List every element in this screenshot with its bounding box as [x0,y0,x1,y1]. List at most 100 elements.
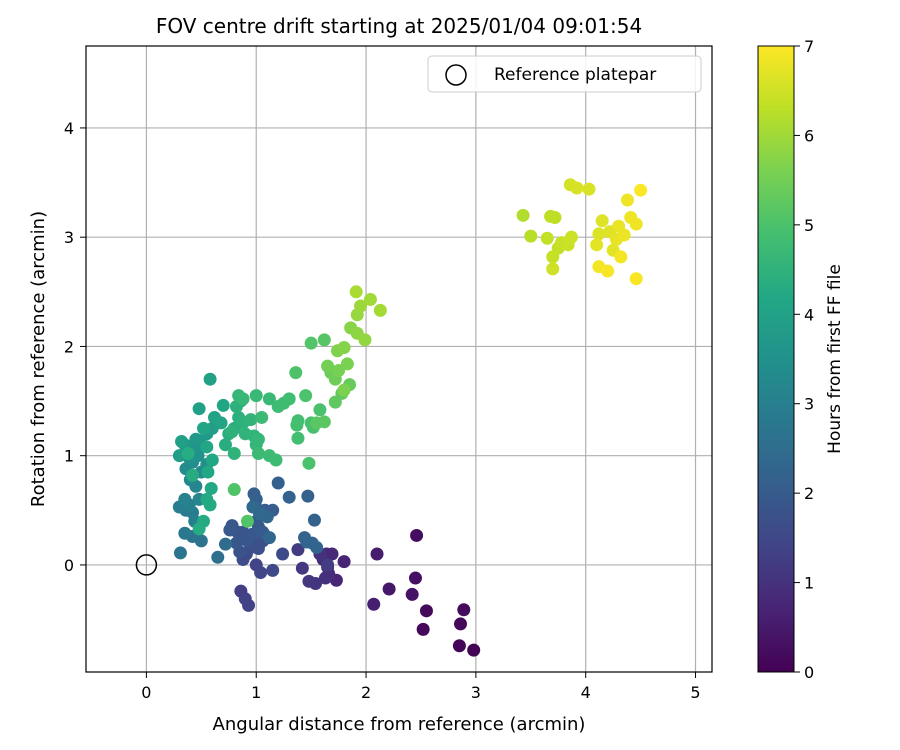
data-point [337,383,351,397]
data-point [289,366,303,380]
colorbar-tick-label: 4 [804,305,814,324]
data-point [358,333,372,347]
data-point [266,563,280,577]
data-point [173,546,187,560]
reference-platepar-marker [135,554,158,576]
data-point [197,421,211,435]
y-tick-label: 1 [64,447,74,466]
data-point [214,416,228,430]
data-point [238,592,252,606]
data-point [601,264,615,278]
chart-title: FOV centre drift starting at 2025/01/04 … [156,14,642,38]
data-point [540,231,554,245]
data-point [617,228,631,242]
colorbar-label: Hours from first FF file [825,264,845,454]
data-point [269,453,283,467]
x-tick-label: 5 [690,683,700,702]
data-point [307,513,321,527]
data-point [620,193,634,207]
data-point [290,418,304,432]
data-point [321,558,335,572]
data-point [282,490,296,504]
data-point [592,227,606,241]
data-point [302,456,316,470]
data-point [370,547,384,561]
data-point [408,571,422,585]
data-point [244,413,258,427]
data-point [452,639,466,653]
data-point [614,250,628,264]
data-point [363,292,377,306]
x-axis-label: Angular distance from reference (arcmin) [213,714,586,735]
data-point [629,272,643,286]
colorbar-tick-label: 0 [804,663,814,682]
data-point [218,537,232,551]
data-point [313,403,327,417]
legend-box [427,55,702,93]
data-point [246,500,260,514]
data-point [524,229,538,243]
data-point [301,489,315,503]
data-point [262,392,276,406]
data-point [295,561,309,575]
legend-label: Reference platepar [494,65,656,85]
data-point [300,535,314,549]
data-point [291,431,305,445]
x-tick-label: 3 [471,683,481,702]
data-point [227,483,241,497]
colorbar-tick-label: 7 [804,37,814,56]
data-point [216,398,230,412]
data-point [181,447,195,461]
data-point [367,597,381,611]
data-point [546,262,560,276]
data-point [225,425,239,439]
x-tick-label: 2 [361,683,371,702]
x-tick-label: 4 [581,683,591,702]
colorbar-tick-label: 5 [804,216,814,235]
y-tick-label: 2 [64,337,74,356]
data-point [354,299,368,313]
data-point [595,214,609,228]
data-point [317,415,331,429]
data-point [570,181,584,195]
data-point [255,410,269,424]
data-point [337,341,351,355]
data-point [282,392,296,406]
data-point [249,389,263,403]
y-axis-label: Rotation from reference (arcmin) [28,211,49,507]
x-tick-label: 1 [251,683,261,702]
data-point [251,432,265,446]
data-point [189,432,203,446]
data-point [218,438,232,452]
data-point [291,543,305,557]
data-point [590,238,604,252]
data-point [349,285,363,299]
data-point [302,574,316,588]
data-point [192,522,206,536]
data-point [227,447,241,461]
data-point [276,547,290,561]
data-point [223,523,237,537]
data-point [203,372,217,386]
plot-frame [85,45,713,673]
colorbar-tick-label: 3 [804,395,814,414]
legend-marker [445,64,467,86]
colorbar: 0 1 2 3 4 5 6 7 Hours from first FF file [757,37,845,682]
y-axis-ticks: 0 1 2 3 4 [64,119,86,575]
data-point [548,211,562,225]
data-point [200,440,214,454]
data-point [467,643,481,657]
data-point [634,183,648,197]
data-point [582,182,596,196]
colorbar-tick-label: 1 [804,574,814,593]
data-point [457,603,471,617]
data-point [310,540,324,554]
data-points [172,178,648,657]
data-point [516,208,530,222]
data-point [175,434,189,448]
data-point [373,303,387,317]
data-point [178,526,192,540]
data-point [405,587,419,601]
data-point [271,476,285,490]
legend: Reference platepar [427,55,702,93]
